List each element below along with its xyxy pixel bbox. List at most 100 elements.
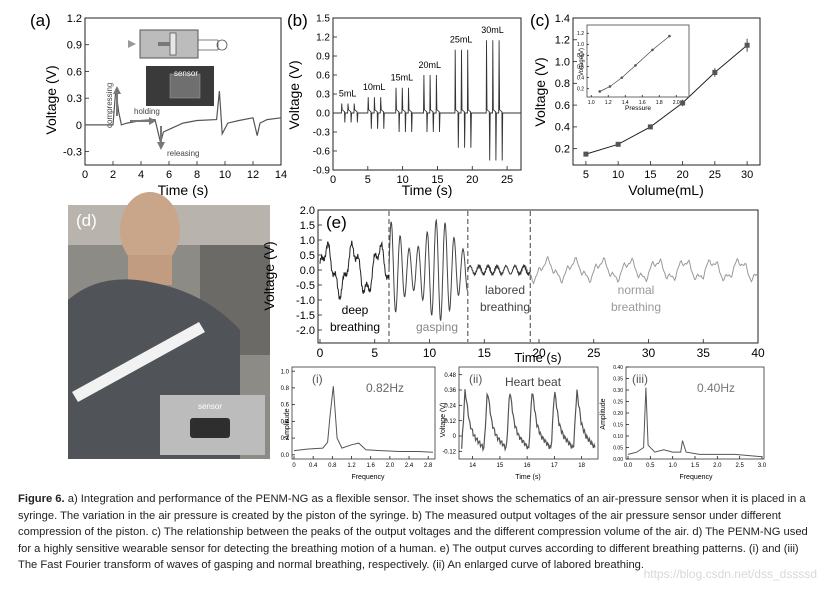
panel-b-xtick: 0	[330, 174, 336, 186]
panel-c-inset-ytick: 0.6	[577, 64, 584, 70]
panel-b: (b) 1.5 1.2 0.9 0.6 0.3 0.0 -0.3 -0.6 -0.9 0 5 10 1…	[286, 11, 522, 198]
panel-e-dividers	[388, 211, 531, 342]
panel-i-ytick: 0.6	[281, 403, 290, 409]
panel-e-xtick: 40	[751, 346, 765, 360]
panel-e: (e) 2.0 1.5 1.0 0.5 0.0 -0.5 -1.0 -1.5 -2.0 0 5 10…	[261, 205, 765, 365]
panel-ii-xticks: 14 15 16 17 18	[469, 456, 586, 469]
panel-ii: (ii) Heart beat 0.48 0.36 0.24 0.12 0 -0.12 1…	[440, 366, 599, 481]
panel-b-ytick: 1.2	[316, 33, 330, 44]
volume-label: 25mL	[450, 35, 473, 45]
panel-iii-ytick: 0.35	[613, 376, 623, 382]
panel-e-ytick: -1.5	[296, 310, 315, 322]
panel-c-yticks: 1.4 1.2 1.0 0.8 0.6 0.4 0.2	[555, 13, 577, 156]
panel-iii-ylabel: Amplitude	[600, 398, 607, 429]
panel-iii-label: (iii)	[632, 372, 648, 386]
panel-e-yticks: 2.0 1.5 1.0 0.5 0.0 -0.5 -1.0 -1.5 -2.0	[296, 205, 322, 337]
panel-iii-ytick: 0.05	[613, 445, 623, 451]
panel-b-xtick: 25	[501, 174, 513, 186]
panel-b-label: (b)	[287, 11, 308, 30]
panel-i-ytick: 0.8	[281, 386, 290, 392]
panel-iii-ytick: 0.15	[613, 422, 623, 428]
panel-c-inset-xtick: 1.8	[656, 100, 663, 106]
panel-a-ytick: 0	[76, 120, 82, 132]
panel-a-label: (a)	[30, 11, 51, 30]
panel-c-xtick: 30	[741, 169, 753, 181]
panel-b-ytick: 0.3	[316, 90, 330, 101]
panel-c-ytick: 1.0	[555, 56, 570, 68]
panel-ii-xtick: 15	[497, 463, 504, 469]
panel-ii-ytick: 0.48	[444, 373, 456, 379]
volume-label: 15mL	[391, 73, 414, 83]
inset-point	[634, 64, 637, 67]
panel-c-xlabel: Volume(mL)	[628, 182, 703, 198]
panel-c-inset-ytick: 0.4	[577, 75, 584, 81]
region-normal-line1: normal	[618, 283, 655, 297]
syringe-schematic	[128, 29, 228, 59]
sensor-photo-inset: sensor	[146, 66, 214, 106]
panel-c-ytick: 0.8	[555, 78, 570, 90]
panel-c-inset-points	[598, 34, 671, 93]
panel-e-xtick: 35	[697, 346, 711, 360]
panel-c-xtick: 15	[644, 169, 656, 181]
panel-i-peak: 0.82Hz	[366, 381, 404, 395]
panel-c-inset-xtick: 1.0	[588, 100, 595, 106]
panel-e-normal-line	[529, 255, 759, 285]
panel-c-xtick: 20	[676, 169, 688, 181]
data-point	[647, 124, 653, 130]
panel-c-inset-xtick: 1.6	[639, 100, 646, 106]
panel-c-inset-xticks: 1.0 1.2 1.4 1.6 1.8 2.0	[588, 95, 680, 106]
panel-e-ylabel: Voltage (V)	[261, 241, 277, 310]
panel-b-xlabel: Time (s)	[402, 182, 453, 198]
panel-a-xtick: 14	[275, 169, 287, 181]
panel-d: sensor (d)	[68, 192, 270, 459]
panel-c-inset-xtick: 1.2	[605, 100, 612, 106]
watermark: https://blog.csdn.net/dss_dssssd	[643, 567, 817, 581]
panel-b-ytick: 0.6	[316, 71, 330, 82]
inset-point	[668, 34, 671, 38]
panel-c-curve	[585, 44, 748, 155]
data-point	[615, 141, 621, 147]
panel-e-xtick: 0	[317, 346, 324, 360]
inset-point	[598, 90, 602, 93]
compressing-annotation: compressing	[105, 83, 114, 128]
panel-b-xtick: 10	[397, 174, 409, 186]
panel-iii-xlabel: Frequency	[679, 474, 713, 481]
panel-c: (c) 1.4 1.2 1.0 0.8 0.6 0.4 0.2 5 10 15 20 25 30 Vo…	[530, 11, 761, 198]
panel-b-yticks: 1.5 1.2 0.9 0.6 0.3 0.0 -0.3 -0.6 -0.9	[313, 14, 337, 177]
panel-c-inset-frame	[586, 24, 690, 98]
panel-i-ytick: 0.4	[281, 419, 290, 425]
panel-i-label: (i)	[312, 372, 323, 386]
panel-iii-ytick: 0.10	[613, 434, 623, 440]
panel-e-labored-line	[467, 263, 531, 277]
panel-iii-xtick: 1.5	[691, 463, 700, 469]
panel-e-xtick: 10	[423, 346, 437, 360]
compressing-arrow-head	[113, 86, 121, 94]
panel-e-xtick: 15	[478, 346, 492, 360]
panel-ii-label: (ii)	[469, 372, 482, 386]
panel-ii-xtick: 16	[524, 463, 531, 469]
volume-label: 10mL	[363, 82, 386, 92]
panel-ii-xtick: 17	[551, 463, 558, 469]
panel-c-frame	[572, 17, 761, 166]
panel-a-xtick: 4	[138, 169, 144, 181]
panel-iii-ytick: 0.30	[613, 388, 623, 394]
panel-ii-xtick: 18	[578, 463, 585, 469]
data-point	[583, 151, 589, 157]
panel-b-ytick: -0.3	[313, 128, 331, 139]
panel-ii-ylabel: Voltage (V)	[440, 403, 447, 438]
panel-e-ytick: 0.0	[300, 265, 315, 277]
panel-a-xtick: 10	[219, 169, 231, 181]
panel-i-xlabel: Frequency	[351, 474, 385, 481]
panel-e-xlabel: Time (s)	[514, 350, 561, 365]
data-point	[680, 100, 686, 106]
panel-iii-xtick: 2.5	[735, 463, 744, 469]
panel-iii-frame	[625, 366, 765, 460]
panel-e-ytick: -0.5	[296, 280, 315, 292]
panel-e-xtick: 20	[532, 346, 546, 360]
panel-e-ytick: -2.0	[296, 325, 315, 337]
panel-i-xtick: 0	[292, 463, 296, 469]
panel-e-gasping-line	[388, 218, 468, 321]
panel-a-ytick: 0.6	[67, 66, 82, 78]
inset-point	[608, 85, 612, 88]
panel-a: (a) 1.20.90.60.30-0.3 0 2 4 6 8 10 12 14 Time (…	[30, 11, 287, 198]
